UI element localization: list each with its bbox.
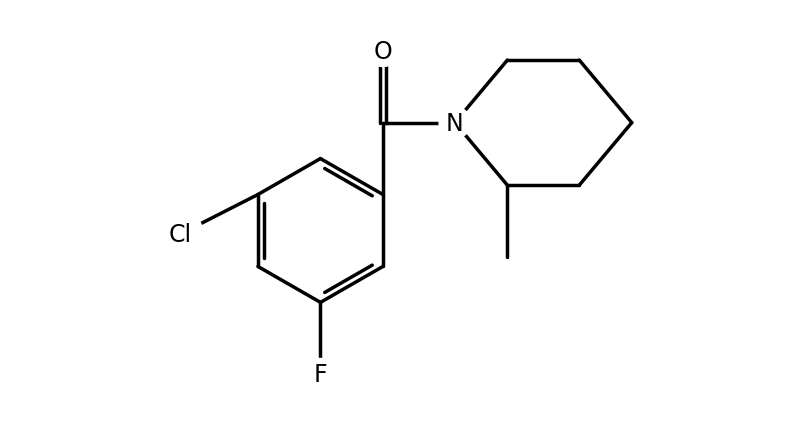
Circle shape xyxy=(304,359,336,390)
Text: N: N xyxy=(445,111,463,135)
Circle shape xyxy=(157,212,203,257)
Text: Cl: Cl xyxy=(169,222,191,247)
Circle shape xyxy=(439,107,470,139)
Circle shape xyxy=(367,36,398,67)
Text: F: F xyxy=(313,363,327,386)
Text: O: O xyxy=(373,40,392,63)
